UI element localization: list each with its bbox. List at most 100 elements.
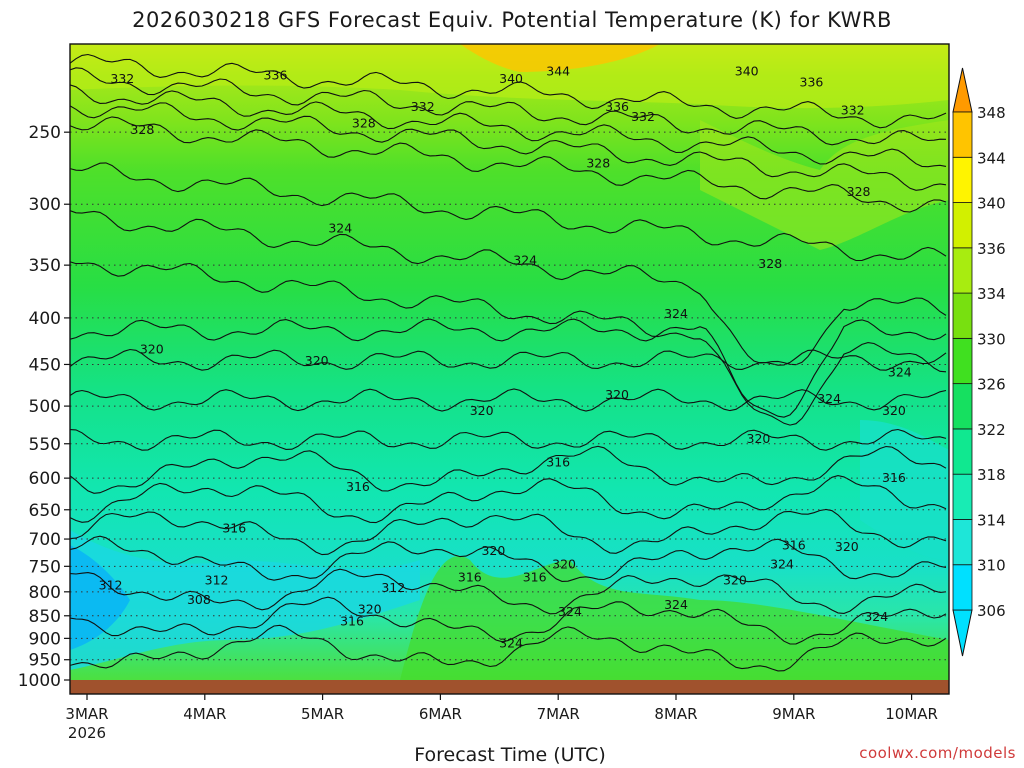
x-tick-label: 6MAR — [419, 705, 462, 723]
contour-line — [70, 261, 947, 426]
contour-label: 320 — [470, 403, 494, 418]
colorbar-label: 314 — [977, 511, 1006, 529]
y-tick-label: 500 — [29, 397, 61, 417]
contour-label: 312 — [381, 580, 405, 595]
contour-label: 316 — [340, 613, 364, 628]
contour-line — [70, 535, 947, 582]
ground-bar — [70, 680, 949, 694]
colorbar-segment — [952, 111, 973, 158]
colorbar-segment — [952, 383, 973, 430]
contour-label: 316 — [458, 570, 482, 585]
contour-label: 316 — [782, 538, 806, 553]
y-tick-label: 600 — [29, 469, 61, 489]
y-tick-label: 300 — [29, 195, 61, 215]
contour-label: 320 — [747, 431, 771, 446]
contour-line — [70, 116, 947, 213]
contour-line — [70, 102, 947, 191]
contour-label: 320 — [552, 557, 576, 572]
x-tick-label: 7MAR — [537, 705, 580, 723]
contour-label: 324 — [513, 252, 537, 267]
credit-link[interactable]: coolwx.com/models — [859, 744, 1016, 762]
x-tick-label: 9MAR — [772, 705, 815, 723]
y-tick-label: 350 — [29, 256, 61, 276]
y-tick-label: 750 — [29, 557, 61, 577]
chart-title: 2026030218 GFS Forecast Equiv. Potential… — [132, 8, 892, 32]
contour-label: 316 — [546, 454, 570, 469]
colorbar-segment — [952, 247, 973, 294]
contour-line — [70, 84, 947, 168]
colorbar-segment — [952, 202, 973, 249]
x-tick-year-label: 2026 — [68, 724, 106, 742]
y-tick-label: 950 — [29, 651, 61, 671]
colorbar-segment — [952, 292, 973, 339]
contour-line — [70, 210, 947, 366]
contour-label: 340 — [499, 71, 523, 86]
y-tick-label: 850 — [29, 607, 61, 627]
contour-line — [70, 508, 947, 556]
contour-label: 324 — [864, 609, 888, 624]
colorbar-extend-low — [952, 609, 973, 657]
contour-label: 324 — [328, 220, 352, 235]
contour-label: 328 — [352, 116, 376, 131]
contour-label: 312 — [205, 572, 229, 587]
colorbar-label: 334 — [977, 285, 1006, 303]
contour-label: 320 — [882, 403, 906, 418]
y-tick-label: 650 — [29, 501, 61, 521]
y-tick-label: 800 — [29, 583, 61, 603]
contour-label: 324 — [499, 636, 523, 651]
x-tick-label: 5MAR — [301, 705, 344, 723]
contour-label: 320 — [305, 353, 329, 368]
contour-label: 344 — [546, 64, 570, 79]
contour-label: 308 — [187, 592, 211, 607]
contour-label: 324 — [664, 597, 688, 612]
contour-label: 320 — [358, 602, 382, 617]
colorbar-segment — [952, 156, 973, 203]
colorbar: 306 310 314 318 322 326 330 334 336 340 344 348 — [952, 67, 1006, 657]
contour-line — [70, 568, 947, 615]
colorbar-extend-high — [952, 67, 973, 113]
colorbar-label: 306 — [977, 602, 1006, 620]
contour-label: 332 — [631, 109, 655, 124]
contour-label: 336 — [264, 67, 288, 82]
colorbar-label: 348 — [977, 104, 1006, 122]
contour-line — [70, 348, 947, 371]
contour-label: 320 — [605, 387, 629, 402]
contour-label: 316 — [222, 521, 246, 536]
colorbar-label: 310 — [977, 557, 1006, 575]
colorbar-label: 340 — [977, 195, 1006, 213]
theta-e-field — [70, 44, 949, 680]
contour-label: 332 — [841, 102, 865, 117]
pressure-gridlines — [70, 131, 949, 661]
x-tick-label: 8MAR — [654, 705, 697, 723]
colorbar-label: 330 — [977, 330, 1006, 348]
contour-label: 316 — [523, 570, 547, 585]
contour-label: 320 — [835, 539, 859, 554]
y-tick-label: 450 — [29, 355, 61, 375]
contour-label: 332 — [411, 99, 435, 114]
contour-line — [70, 67, 947, 146]
y-tick-label: 250 — [29, 123, 61, 143]
contour-label: 316 — [882, 470, 906, 485]
contour-label: 332 — [110, 71, 134, 86]
y-tick-label: 700 — [29, 530, 61, 550]
contour-label: 320 — [140, 341, 164, 356]
x-axis-label: Forecast Time (UTC) — [414, 744, 606, 766]
contour-line — [70, 475, 947, 524]
y-tick-label: 900 — [29, 629, 61, 649]
x-tick-label: 10MAR — [885, 705, 938, 723]
contour-label: 340 — [735, 64, 759, 79]
contour-line — [70, 162, 947, 262]
y-tick-label: 400 — [29, 309, 61, 329]
contour-line — [70, 318, 947, 418]
colorbar-segment — [952, 337, 973, 385]
colorbar-segment — [952, 473, 973, 520]
colorbar-segment — [952, 564, 973, 611]
y-tick-label: 550 — [29, 435, 61, 455]
contour-line — [70, 445, 947, 494]
contour-label: 324 — [770, 557, 794, 572]
contour-line — [70, 388, 947, 412]
x-tick-label: 3MAR — [65, 705, 108, 723]
colorbar-segment — [952, 519, 973, 566]
colorbar-label: 322 — [977, 421, 1006, 439]
